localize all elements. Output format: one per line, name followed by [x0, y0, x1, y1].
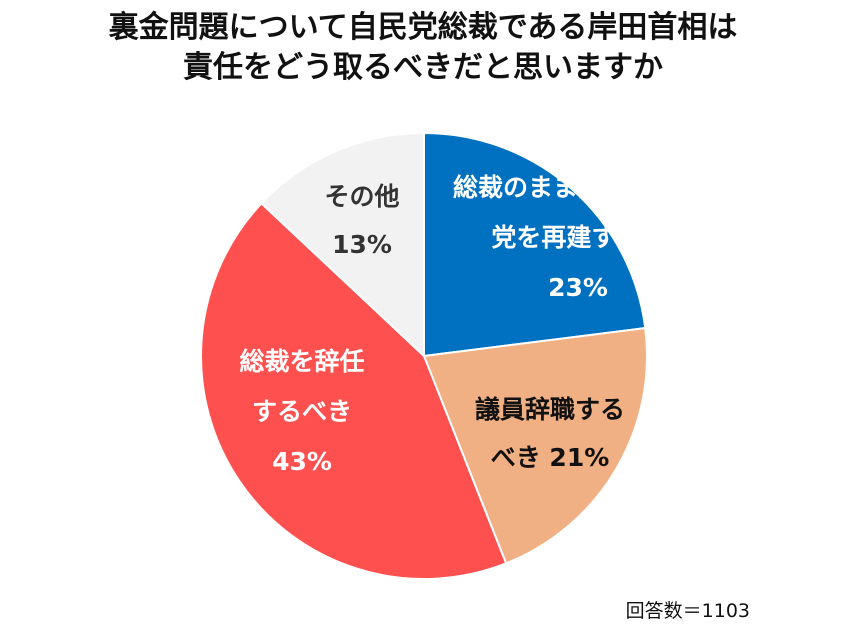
chart-title-line-1: 裏金問題について自民党総裁である岸田首相は: [108, 10, 738, 45]
pie-slice-3: [200, 201, 508, 580]
slice-label-4-line-2: 13%: [332, 230, 392, 259]
slice-label-2-line-1: 議員辞職する: [475, 395, 625, 424]
chart-title-line-2: 責任をどう取るべきだと思いますか: [183, 50, 663, 85]
slice-label-1-line-1: 総裁のまま辞職せずに: [453, 173, 703, 202]
slice-label-1-line-2: 党を再建すべき: [491, 223, 664, 252]
slice-label-1: 総裁のまま辞職せずに党を再建すべき 23%: [453, 173, 703, 302]
slice-label-3-line-3: 43%: [272, 447, 332, 476]
slice-label-3-line-2: するべき: [252, 397, 352, 426]
response-count: 回答数＝1103: [625, 600, 750, 622]
pie-slice-2: [422, 326, 648, 565]
pie-labels: 総裁のまま辞職せずに党を再建すべき 23% 議員辞職するべき 21% 総裁を辞任するべ…: [239, 173, 703, 476]
chart-title: 裏金問題について自民党総裁である岸田首相は 責任をどう取るべきだと思いますか: [0, 8, 846, 88]
pie-slice-1: [423, 131, 647, 358]
slice-label-2-line-2: べき 21%: [491, 443, 610, 472]
slice-label-4: その他 13%: [324, 182, 399, 259]
slice-label-1-line-3: 23%: [548, 273, 608, 302]
slice-label-3-line-1: 総裁を辞任: [239, 347, 364, 376]
slice-label-4-line-1: その他: [324, 182, 399, 211]
slice-label-2: 議員辞職するべき 21%: [475, 395, 625, 472]
slice-label-3: 総裁を辞任するべき 43%: [239, 347, 364, 476]
pie-slices: [200, 131, 648, 580]
pie-slice-4: [260, 131, 425, 359]
